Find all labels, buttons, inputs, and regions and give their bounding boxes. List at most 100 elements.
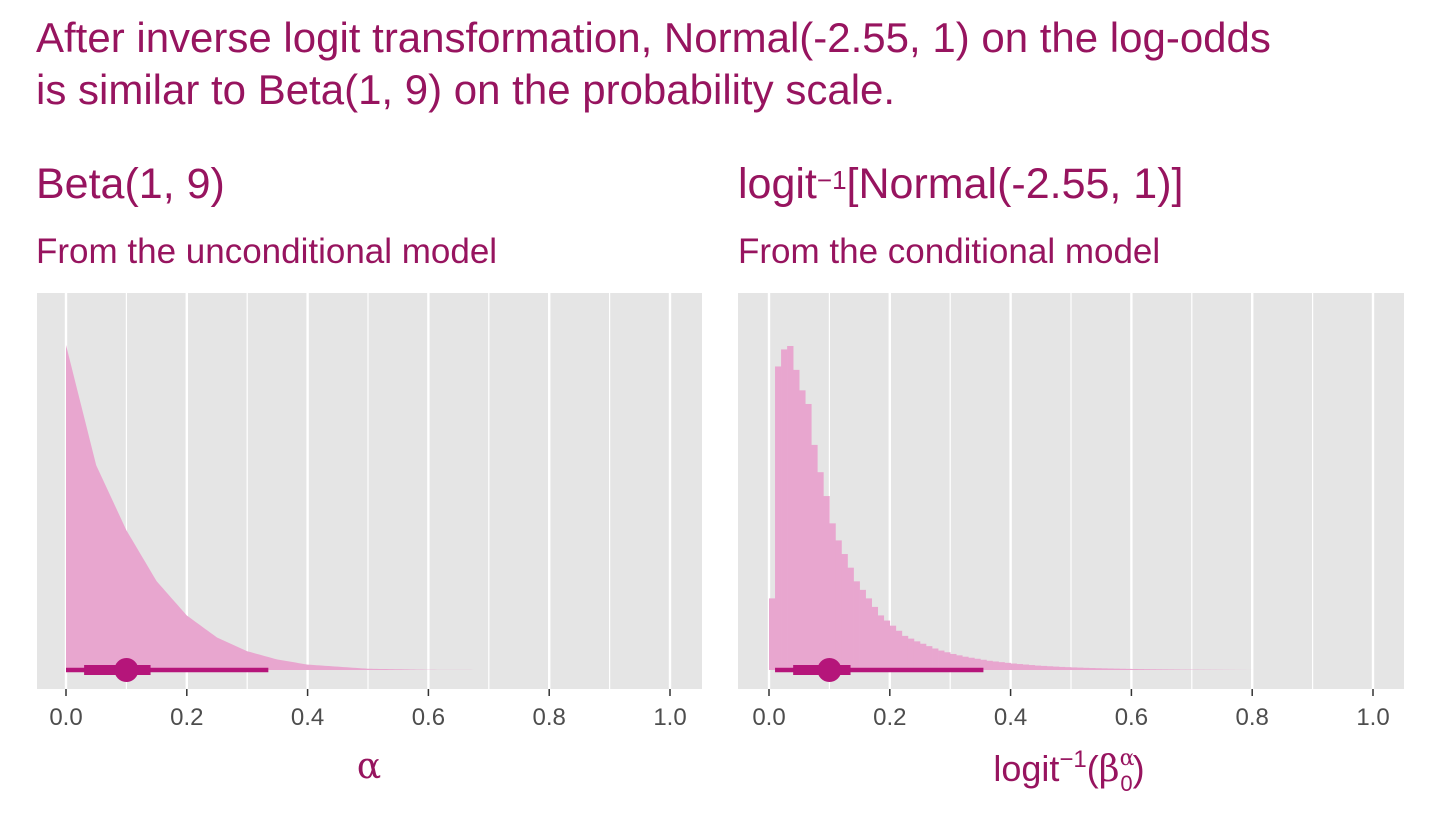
- x-tick-label: 0.4: [994, 704, 1027, 731]
- histogram-bar: [1077, 667, 1084, 670]
- histogram-bar: [1125, 668, 1132, 670]
- x-tick-label: 1.0: [653, 704, 686, 731]
- histogram-bar: [817, 472, 824, 670]
- x-tick-label: 0.2: [873, 704, 906, 731]
- median-point: [817, 658, 842, 682]
- histogram-bar: [1052, 666, 1060, 670]
- histogram-bar: [871, 606, 879, 670]
- histogram-bar: [980, 659, 987, 670]
- panel-2-xlabel-beta-sup: α: [1120, 746, 1135, 771]
- histogram-bar: [787, 346, 794, 670]
- histogram-bar: [901, 635, 909, 670]
- histogram-bar: [974, 658, 981, 670]
- panel-1-plot: 0.0 0.2 0.4 0.6 0.8 1.0: [37, 293, 702, 731]
- x-tick-label: 0.0: [752, 704, 785, 731]
- histogram-bar: [1167, 669, 1174, 670]
- histogram-bar: [835, 540, 842, 670]
- panel-1-x-axis-label: α: [357, 746, 381, 787]
- histogram-bar: [847, 567, 854, 670]
- chart-title-line-1: After inverse logit transformation, Norm…: [36, 14, 1271, 61]
- histogram-bar: [1137, 669, 1144, 670]
- density-area: [66, 345, 489, 670]
- histogram-bar: [1016, 664, 1023, 670]
- histogram-bar: [883, 620, 891, 670]
- histogram-bar: [938, 650, 945, 670]
- histogram-bar: [1143, 669, 1150, 670]
- histogram-bar: [1022, 664, 1030, 670]
- histogram-bar: [1155, 669, 1162, 670]
- histogram-bar: [865, 598, 872, 670]
- histogram-bar: [1113, 668, 1120, 670]
- histogram-bar: [793, 369, 800, 670]
- panel-1-subtitle: From the unconditional model: [36, 232, 498, 271]
- histogram-bar: [1083, 667, 1090, 670]
- x-tick-label: 0.6: [412, 704, 445, 731]
- histogram-bar: [1071, 667, 1078, 670]
- panel-2-title-sup: −1: [816, 165, 847, 195]
- x-tick-label: 0.0: [49, 704, 82, 731]
- histogram-bar: [829, 523, 836, 670]
- histogram-bar: [775, 366, 782, 670]
- histogram-bar: [1101, 668, 1108, 670]
- histogram-bar: [1028, 665, 1036, 670]
- histogram-bar: [811, 444, 818, 670]
- histogram-bar: [1040, 665, 1048, 670]
- histogram-bar: [907, 638, 915, 670]
- histogram-bar: [1149, 669, 1156, 670]
- x-tick-label: 0.8: [1236, 704, 1269, 731]
- median-point: [114, 658, 139, 682]
- histogram-bar: [781, 349, 788, 670]
- histogram-bar: [1095, 668, 1102, 670]
- histogram-bar: [950, 653, 957, 670]
- histogram-bar: [998, 662, 1005, 670]
- histogram-bar: [992, 661, 999, 670]
- histogram-bar: [913, 641, 921, 670]
- histogram-bar: [805, 403, 812, 670]
- histogram-bar: [1058, 666, 1066, 670]
- panel-2-title-rest: [Normal(-2.55, 1)]: [846, 160, 1184, 208]
- histogram-bar: [859, 589, 866, 670]
- panel-2-xlabel-sup: −1: [1059, 746, 1086, 773]
- panel-2-plot: 0.0 0.2 0.4 0.6 0.8 1.0: [738, 293, 1404, 731]
- panel-2-xlabel-beta: β: [1099, 749, 1120, 790]
- histogram-bar: [962, 656, 969, 670]
- histogram-bar: [932, 648, 939, 670]
- panel-2-x-axis-label: logit−1(βα 0): [993, 746, 1144, 796]
- histogram-bar: [1010, 663, 1017, 670]
- histogram-bar: [853, 581, 860, 670]
- histogram-bar: [1064, 667, 1072, 670]
- histogram-bar: [1107, 668, 1114, 670]
- histogram-bar: [823, 496, 830, 670]
- histogram-bar: [889, 625, 897, 670]
- panel-2-subtitle: From the conditional model: [738, 232, 1161, 271]
- x-tick-label: 1.0: [1356, 704, 1389, 731]
- panel-2-title-main: logit: [738, 160, 817, 208]
- histogram-bar: [1034, 665, 1042, 670]
- histogram-bar: [769, 598, 776, 670]
- x-tick-label: 0.6: [1115, 704, 1148, 731]
- panel-2-xlabel-main: logit: [993, 748, 1059, 789]
- histogram-bar: [944, 652, 951, 670]
- panel-2-title: logit−1[Normal(-2.55, 1)]: [738, 158, 1183, 210]
- histogram-bar: [1089, 668, 1096, 670]
- chart-title-line-2: is similar to Beta(1, 9) on the probabil…: [36, 66, 896, 113]
- x-tick-label: 0.4: [291, 704, 324, 731]
- histogram-bar: [895, 630, 903, 670]
- histogram-bar: [968, 657, 975, 670]
- histogram-bar: [1131, 668, 1138, 670]
- panel-1-title: Beta(1, 9): [36, 160, 225, 208]
- histogram-bar: [841, 554, 848, 670]
- histogram-bar: [1119, 668, 1126, 670]
- histogram-bar: [1161, 669, 1168, 670]
- histogram-bar: [926, 646, 933, 670]
- histogram-bar: [956, 655, 963, 670]
- histogram-bar: [986, 660, 993, 670]
- histogram-bar: [1046, 666, 1054, 670]
- x-tick-label: 0.8: [533, 704, 566, 731]
- panel-2-xlabel-beta-sub: 0: [1120, 771, 1132, 796]
- histogram-bar: [1004, 662, 1011, 670]
- histogram-bar: [920, 643, 927, 670]
- histogram-bar: [799, 390, 806, 670]
- x-tick-label: 0.2: [170, 704, 203, 731]
